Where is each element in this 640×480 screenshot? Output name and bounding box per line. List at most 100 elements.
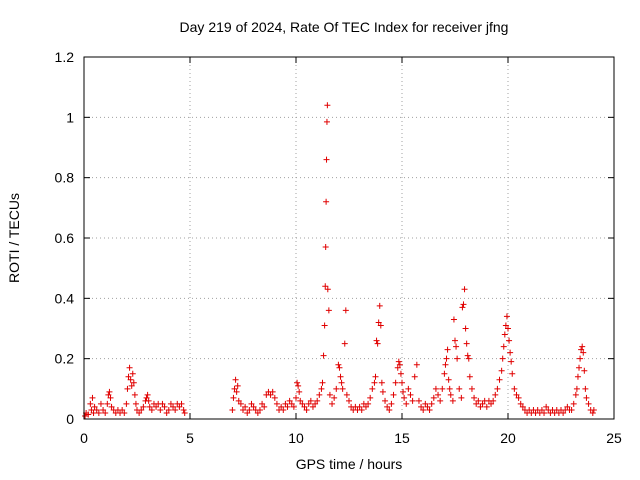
- data-point: [301, 403, 308, 410]
- data-point: [460, 301, 467, 308]
- data-point: [454, 355, 461, 362]
- data-point: [543, 403, 550, 410]
- data-point: [386, 406, 393, 413]
- data-point: [235, 397, 242, 404]
- data-point: [323, 198, 330, 205]
- data-point: [590, 406, 597, 413]
- data-point: [462, 325, 469, 332]
- y-tick-label: 0.4: [55, 290, 75, 306]
- data-point: [424, 403, 431, 410]
- data-point: [240, 406, 246, 413]
- data-point: [538, 406, 545, 413]
- data-point: [123, 400, 130, 407]
- data-point: [477, 403, 484, 410]
- data-point: [244, 409, 251, 416]
- data-point: [323, 156, 330, 163]
- data-point: [583, 394, 590, 401]
- data-point: [124, 385, 131, 392]
- data-point: [130, 379, 137, 386]
- data-point: [466, 373, 473, 380]
- data-point: [153, 403, 160, 410]
- data-point: [104, 400, 111, 407]
- data-point: [581, 367, 588, 374]
- data-point: [458, 394, 465, 401]
- data-point: [293, 394, 299, 401]
- data-point: [128, 382, 135, 389]
- axis-ticks: 0 5 10 15 20 25 0 0.2 0.4 0.6 0.8 1 1.2: [55, 49, 622, 446]
- data-point: [578, 346, 585, 353]
- data-point: [461, 286, 468, 293]
- data-point: [97, 400, 104, 407]
- data-point: [288, 400, 295, 407]
- data-point: [316, 391, 323, 398]
- data-point: [181, 409, 188, 416]
- data-point: [418, 403, 425, 410]
- grid-lines: [84, 57, 614, 419]
- data-point: [473, 400, 480, 407]
- data-point: [333, 385, 340, 392]
- data-point: [574, 373, 581, 380]
- x-tick-label: 5: [186, 430, 194, 446]
- x-tick-label: 10: [288, 430, 304, 446]
- data-point: [450, 316, 457, 323]
- data-point: [384, 403, 391, 410]
- data-point: [159, 400, 166, 407]
- x-tick-label: 15: [394, 430, 410, 446]
- data-point: [515, 394, 522, 401]
- data-point: [326, 391, 333, 398]
- data-point: [273, 400, 280, 407]
- data-point: [336, 364, 343, 371]
- data-point: [131, 391, 138, 398]
- data-point: [284, 403, 291, 410]
- data-point: [471, 394, 478, 401]
- data-point: [492, 391, 499, 398]
- data-point: [367, 394, 374, 401]
- data-point: [90, 409, 97, 416]
- data-point: [488, 400, 495, 407]
- data-point: [390, 391, 397, 398]
- data-point: [254, 409, 261, 416]
- data-point: [157, 406, 164, 413]
- data-point: [93, 406, 100, 413]
- data-point: [435, 391, 442, 398]
- data-point: [388, 400, 395, 407]
- data-point: [499, 355, 506, 362]
- data-point: [500, 343, 507, 350]
- data-point: [242, 403, 249, 410]
- data-point: [127, 376, 134, 383]
- data-point: [165, 406, 172, 413]
- data-point: [494, 385, 501, 392]
- data-point: [439, 385, 446, 392]
- data-point: [379, 388, 386, 395]
- data-point: [132, 400, 139, 407]
- data-point: [105, 391, 112, 398]
- data-point: [570, 400, 577, 407]
- x-axis-label: GPS time / hours: [296, 456, 403, 472]
- data-point: [237, 400, 244, 407]
- data-point: [452, 337, 458, 344]
- data-point: [443, 355, 450, 362]
- data-point: [232, 376, 239, 383]
- data-point: [85, 411, 92, 418]
- data-point: [338, 379, 345, 386]
- x-tick-label: 0: [80, 430, 88, 446]
- data-point: [82, 412, 89, 419]
- chart-title: Day 219 of 2024, Rate Of TEC Index for r…: [180, 19, 509, 35]
- data-point: [256, 406, 263, 413]
- data-point: [358, 406, 365, 413]
- x-tick-label: 20: [500, 430, 516, 446]
- data-point: [409, 397, 416, 404]
- data-point: [322, 244, 329, 251]
- data-point: [167, 400, 174, 407]
- data-point: [407, 391, 414, 398]
- data-point: [501, 331, 508, 338]
- data-point: [374, 340, 381, 347]
- data-point: [400, 388, 407, 395]
- data-point: [572, 391, 579, 398]
- data-point: [378, 379, 385, 386]
- data-point: [271, 394, 278, 401]
- data-point: [369, 385, 376, 392]
- data-point: [233, 388, 240, 395]
- data-point: [121, 409, 128, 416]
